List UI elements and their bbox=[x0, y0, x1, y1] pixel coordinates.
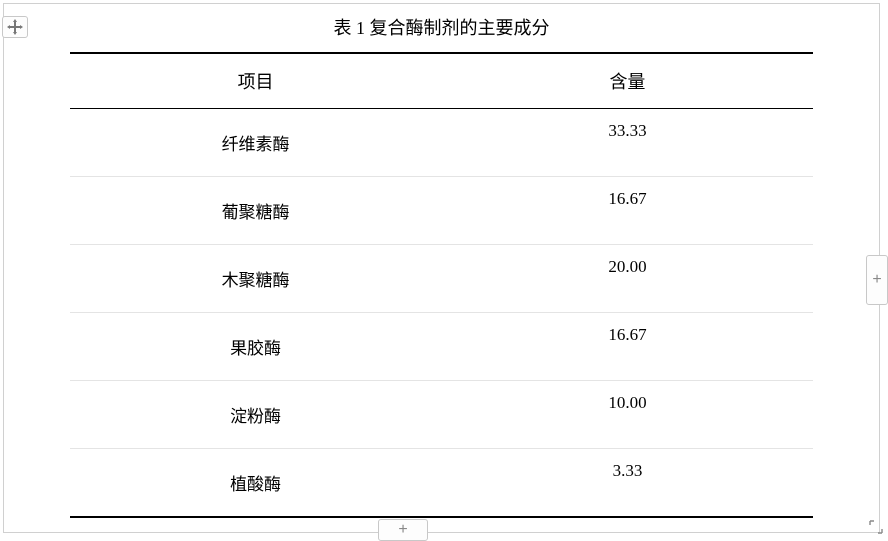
table-row: 葡聚糖酶 16.67 bbox=[70, 177, 814, 245]
cell-item-value: 3.33 bbox=[442, 449, 814, 517]
table-row: 纤维素酶 33.33 bbox=[70, 109, 814, 177]
add-column-handle[interactable]: + bbox=[866, 255, 888, 305]
cell-item-name: 纤维素酶 bbox=[70, 109, 442, 177]
cell-item-value: 20.00 bbox=[442, 245, 814, 313]
cell-item-value: 16.67 bbox=[442, 177, 814, 245]
resize-diagonal-icon bbox=[868, 519, 884, 535]
cell-item-name: 植酸酶 bbox=[70, 449, 442, 517]
plus-icon: + bbox=[398, 522, 407, 538]
cell-item-name: 葡聚糖酶 bbox=[70, 177, 442, 245]
table-row: 果胶酶 16.67 bbox=[70, 313, 814, 381]
table-header-row: 项目 含量 bbox=[70, 53, 814, 109]
add-row-handle[interactable]: + bbox=[378, 519, 428, 541]
table-move-handle[interactable] bbox=[2, 16, 28, 38]
cell-item-value: 16.67 bbox=[442, 313, 814, 381]
table-resize-handle[interactable] bbox=[866, 517, 886, 537]
page-container: 表 1 复合酶制剂的主要成分 项目 含量 纤维素酶 33.33 葡聚糖酶 16.… bbox=[3, 3, 880, 533]
cell-item-name: 果胶酶 bbox=[70, 313, 442, 381]
table-caption: 表 1 复合酶制剂的主要成分 bbox=[4, 4, 879, 52]
table-row: 木聚糖酶 20.00 bbox=[70, 245, 814, 313]
cell-item-name: 淀粉酶 bbox=[70, 381, 442, 449]
column-header-item: 项目 bbox=[70, 53, 442, 109]
enzyme-composition-table: 项目 含量 纤维素酶 33.33 葡聚糖酶 16.67 木聚糖酶 20.00 果… bbox=[70, 52, 814, 518]
cell-item-value: 10.00 bbox=[442, 381, 814, 449]
move-arrows-icon bbox=[7, 19, 23, 35]
cell-item-name: 木聚糖酶 bbox=[70, 245, 442, 313]
column-header-value: 含量 bbox=[442, 53, 814, 109]
table-row: 淀粉酶 10.00 bbox=[70, 381, 814, 449]
table-row: 植酸酶 3.33 bbox=[70, 449, 814, 517]
cell-item-value: 33.33 bbox=[442, 109, 814, 177]
plus-icon: + bbox=[872, 272, 881, 288]
